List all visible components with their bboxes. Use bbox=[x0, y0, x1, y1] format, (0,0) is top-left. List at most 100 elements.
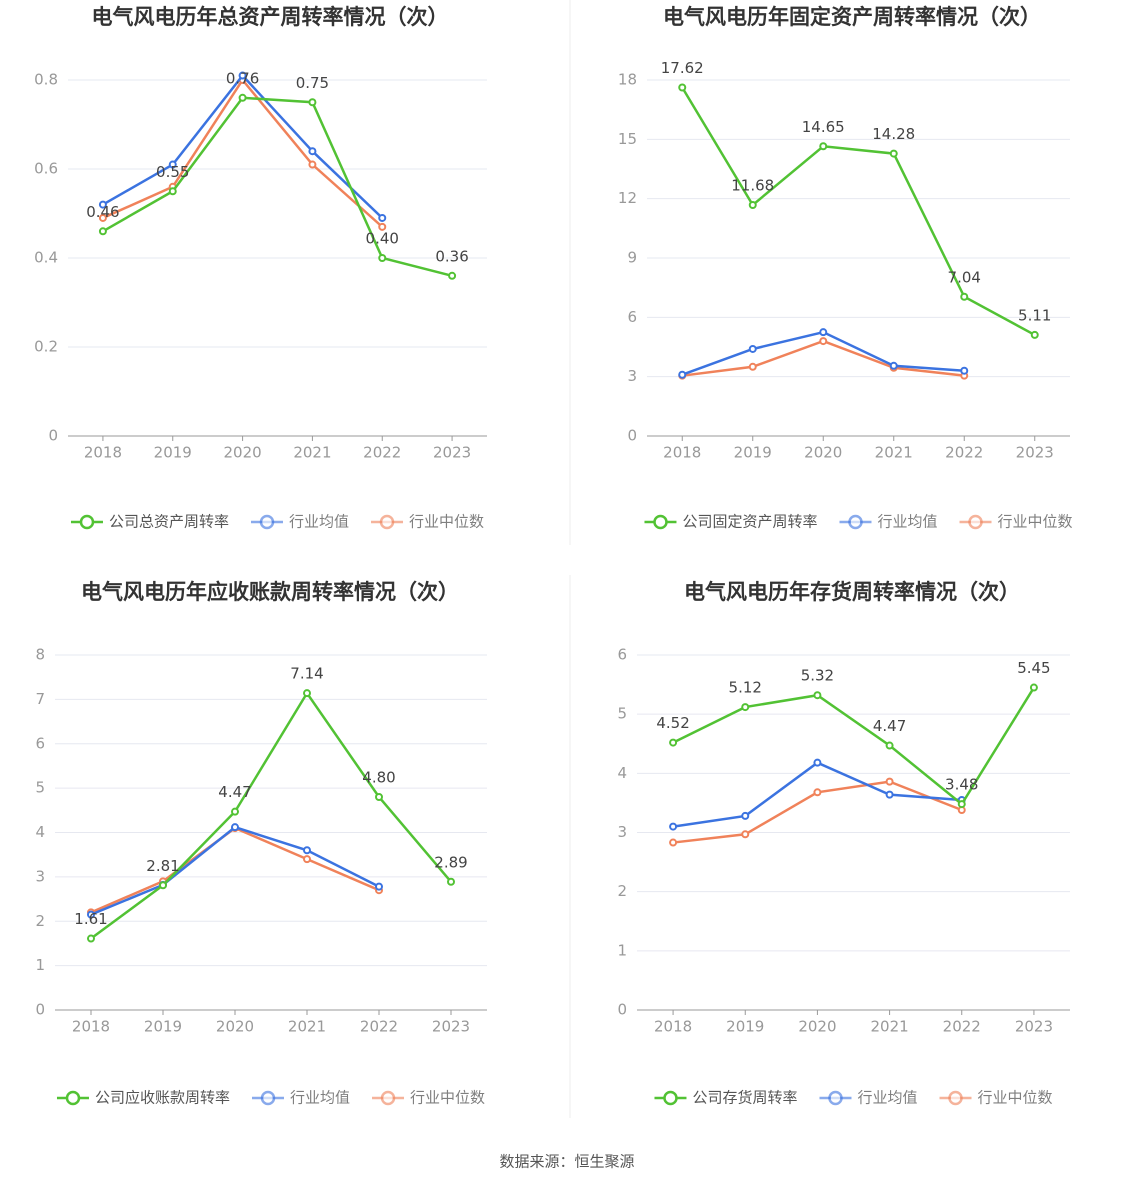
x-tick-label: 2022 bbox=[363, 444, 401, 462]
point bbox=[889, 149, 898, 158]
y-tick-label: 0.8 bbox=[34, 71, 58, 89]
x-tick-label: 2023 bbox=[1015, 1018, 1053, 1036]
point bbox=[375, 793, 383, 801]
point bbox=[87, 910, 95, 919]
data-label: 0.55 bbox=[156, 163, 189, 181]
legend-label: 公司存货周转率 bbox=[692, 1089, 797, 1107]
x-tick-label: 2023 bbox=[433, 444, 471, 462]
series-line bbox=[102, 77, 384, 228]
y-tick-label: 0.2 bbox=[34, 338, 58, 356]
point bbox=[813, 788, 822, 797]
series-line bbox=[90, 690, 452, 940]
chart-title: 电气风电历年应收账款周转率情况（次） bbox=[81, 580, 459, 604]
point bbox=[87, 934, 95, 943]
legend-marker bbox=[79, 514, 95, 530]
data-label: 5.11 bbox=[1018, 306, 1051, 324]
x-tick-label: 2020 bbox=[223, 444, 261, 462]
x-tick-label: 2020 bbox=[804, 444, 842, 462]
data-label: 5.45 bbox=[1017, 659, 1050, 677]
series-line bbox=[102, 96, 453, 278]
point bbox=[960, 292, 969, 301]
point bbox=[238, 71, 247, 80]
legend-marker bbox=[968, 514, 983, 530]
point bbox=[98, 213, 107, 222]
y-tick-label: 2 bbox=[617, 882, 627, 900]
data-label: 3.48 bbox=[945, 776, 978, 794]
point bbox=[303, 855, 311, 864]
source: 数据来源：恒生聚源 bbox=[499, 1153, 634, 1171]
point bbox=[308, 160, 317, 169]
data-label: 4.47 bbox=[218, 783, 251, 801]
chart-title: 电气风电历年存货周转率情况（次） bbox=[684, 580, 1020, 604]
point bbox=[1030, 330, 1039, 339]
y-tick-label: 0 bbox=[48, 427, 58, 445]
y-tick-label: 6 bbox=[617, 646, 627, 664]
legend-label: 行业均值 bbox=[290, 1089, 350, 1107]
x-tick-label: 2019 bbox=[726, 1018, 764, 1036]
x-tick-label: 2018 bbox=[663, 444, 701, 462]
data-label: 11.68 bbox=[731, 176, 774, 194]
legend-label: 行业均值 bbox=[877, 513, 937, 531]
y-tick-label: 6 bbox=[35, 734, 45, 752]
legend-marker bbox=[380, 1090, 396, 1106]
y-tick-label: 1 bbox=[35, 956, 45, 974]
x-tick-label: 2023 bbox=[1016, 444, 1054, 462]
legend-label: 公司总资产周转率 bbox=[109, 513, 229, 531]
point bbox=[447, 877, 455, 886]
data-label: 4.80 bbox=[362, 769, 395, 787]
point bbox=[168, 187, 177, 196]
point bbox=[378, 222, 387, 231]
point bbox=[1029, 683, 1038, 692]
y-tick-label: 2 bbox=[35, 912, 45, 930]
legend-label: 行业中位数 bbox=[978, 1089, 1053, 1107]
point bbox=[231, 807, 239, 816]
legend-label: 行业中位数 bbox=[998, 513, 1073, 531]
point bbox=[303, 689, 311, 698]
point bbox=[885, 777, 894, 786]
x-tick-label: 2021 bbox=[875, 444, 913, 462]
y-tick-label: 3 bbox=[35, 867, 45, 885]
data-label: 0.40 bbox=[366, 230, 399, 248]
legend-marker bbox=[948, 1090, 963, 1106]
chart-title: 电气风电历年固定资产周转率情况（次） bbox=[663, 5, 1041, 29]
x-tick-label: 2021 bbox=[293, 444, 331, 462]
point bbox=[98, 200, 107, 209]
data-label: 17.62 bbox=[661, 59, 704, 77]
point bbox=[819, 328, 828, 337]
data-label: 4.52 bbox=[656, 714, 689, 732]
point bbox=[448, 271, 457, 280]
chart-title: 电气风电历年总资产周转率情况（次） bbox=[92, 5, 449, 29]
legend-marker bbox=[848, 514, 863, 530]
data-label: 14.65 bbox=[802, 118, 845, 136]
point bbox=[748, 362, 757, 371]
y-tick-label: 4 bbox=[617, 764, 627, 782]
point bbox=[231, 823, 239, 832]
y-tick-label: 5 bbox=[35, 779, 45, 797]
point bbox=[819, 337, 828, 346]
legend-marker bbox=[259, 514, 275, 530]
y-tick-label: 4 bbox=[35, 823, 45, 841]
point bbox=[98, 227, 107, 236]
data-label: 2.81 bbox=[146, 857, 179, 875]
data-label: 4.47 bbox=[873, 717, 906, 735]
legend: 公司固定资产周转率 行业均值 行业中位数 bbox=[644, 513, 1073, 531]
point bbox=[819, 142, 828, 151]
x-tick-label: 2018 bbox=[654, 1018, 692, 1036]
point bbox=[741, 811, 750, 820]
series-line bbox=[681, 86, 1036, 337]
data-label: 5.12 bbox=[729, 679, 762, 697]
data-label: 14.28 bbox=[872, 125, 915, 143]
point bbox=[238, 93, 247, 102]
point bbox=[669, 738, 678, 747]
y-tick-label: 7 bbox=[35, 690, 45, 708]
y-tick-label: 12 bbox=[618, 189, 637, 207]
point bbox=[748, 344, 757, 353]
point bbox=[375, 882, 383, 891]
y-tick-label: 0 bbox=[35, 1001, 45, 1019]
data-label: 0.76 bbox=[226, 69, 259, 87]
series-line bbox=[672, 686, 1035, 806]
point bbox=[308, 147, 317, 156]
legend-label: 行业中位数 bbox=[410, 1089, 485, 1107]
point bbox=[885, 741, 894, 750]
